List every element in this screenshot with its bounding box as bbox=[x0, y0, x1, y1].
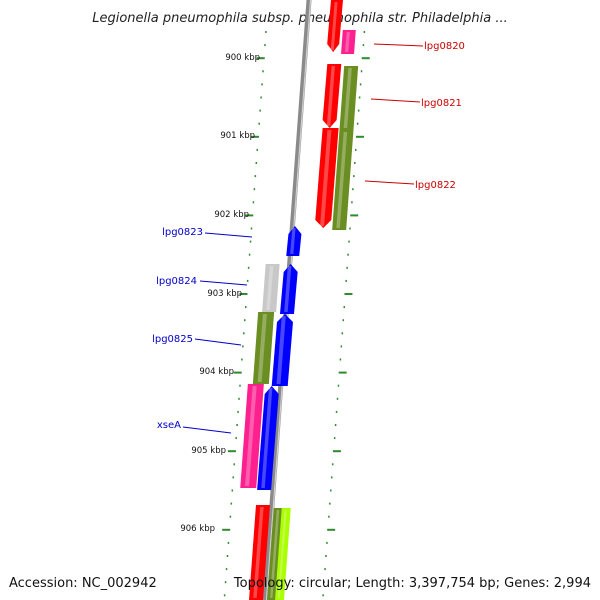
leader-lpg0824 bbox=[199, 280, 248, 286]
gene-block-lpg0824-arrow-shine bbox=[284, 266, 292, 312]
gene-block-bottom-olive bbox=[267, 508, 284, 600]
gene-block-red-lower bbox=[315, 128, 339, 228]
gene-label-xseA[interactable]: xseA bbox=[157, 420, 181, 431]
gene-block-lpg0825 bbox=[252, 312, 275, 384]
gene-block-bottom-olive-shine bbox=[270, 510, 280, 598]
gene-label-lpg0821[interactable]: lpg0821 bbox=[421, 98, 462, 109]
gene-block-bottom-lime bbox=[275, 508, 291, 600]
gene-block-xseA-shine bbox=[245, 386, 257, 486]
gene-block-xseA-arrow-shine bbox=[261, 388, 273, 488]
gene-block-lpg0821 bbox=[339, 66, 359, 130]
gene-block-lpg0824-arrow bbox=[279, 264, 298, 314]
feature-blocks bbox=[240, 0, 359, 600]
tick-dot-tracks bbox=[222, 31, 370, 597]
leader-lpg0825 bbox=[194, 338, 242, 346]
gene-block-red-upper-shine bbox=[326, 66, 336, 126]
accession-text: Accession: NC_002942 bbox=[9, 576, 157, 591]
gene-label-lpg0820[interactable]: lpg0820 bbox=[424, 41, 465, 52]
gene-block-lpg0825-shine bbox=[257, 314, 267, 382]
gene-block-lpg0825-arrow-shine bbox=[276, 316, 286, 384]
gene-block-lpg0820 bbox=[341, 30, 356, 54]
gene-labels: lpg0820 lpg0821 lpg0822 lpg0823 lpg0824 … bbox=[152, 41, 465, 434]
gene-block-red-lower-shine bbox=[320, 130, 332, 226]
tick-label-903: 903 kbp bbox=[207, 289, 242, 299]
gene-block-lpg0823 bbox=[286, 226, 302, 256]
gene-block-lpg0820-shine bbox=[344, 32, 350, 52]
gene-block-xseA-arrow bbox=[257, 386, 279, 490]
gene-block-top-red-shine bbox=[330, 2, 338, 50]
gene-block-bottom-red bbox=[249, 505, 270, 600]
tick-labels: 900 kbp 901 kbp 902 kbp 903 kbp 904 kbp … bbox=[180, 53, 260, 534]
gene-block-lpg0824-shine bbox=[266, 266, 274, 310]
tick-label-904: 904 kbp bbox=[199, 367, 234, 377]
tick-label-900: 900 kbp bbox=[225, 53, 260, 63]
gene-block-lpg0822-shine bbox=[336, 132, 348, 228]
leader-lpg0823 bbox=[204, 232, 253, 238]
gene-block-bottom-lime-shine bbox=[277, 510, 287, 598]
tick-label-905: 905 kbp bbox=[191, 446, 226, 456]
leader-xseA bbox=[182, 426, 232, 434]
gene-label-lpg0825[interactable]: lpg0825 bbox=[152, 334, 193, 345]
gene-block-lpg0825-arrow bbox=[271, 314, 293, 386]
gene-label-lpg0823[interactable]: lpg0823 bbox=[162, 227, 203, 238]
gene-block-red-upper bbox=[322, 64, 342, 128]
leader-lpg0820 bbox=[373, 43, 424, 47]
gene-block-bottom-red-shine bbox=[253, 507, 264, 598]
gene-label-lpg0824[interactable]: lpg0824 bbox=[156, 276, 197, 287]
tick-label-906: 906 kbp bbox=[180, 524, 215, 534]
leader-lpg0821 bbox=[370, 98, 421, 103]
map-title: Legionella pneumophila subsp. pneumophil… bbox=[92, 11, 508, 26]
gene-block-lpg0823-shine bbox=[290, 228, 296, 254]
gene-block-xseA bbox=[240, 384, 264, 488]
genome-stats-text: Topology: circular; Length: 3,397,754 bp… bbox=[233, 576, 591, 591]
gene-label-lpg0822[interactable]: lpg0822 bbox=[415, 180, 456, 191]
gene-block-lpg0822 bbox=[332, 130, 354, 230]
gene-block-top-red bbox=[327, 0, 343, 52]
tick-label-901: 901 kbp bbox=[220, 131, 255, 141]
leader-lpg0822 bbox=[364, 180, 415, 185]
gene-block-lpg0821-shine bbox=[343, 68, 352, 128]
tick-label-902: 902 kbp bbox=[214, 210, 249, 220]
gene-block-lpg0824 bbox=[262, 264, 280, 312]
